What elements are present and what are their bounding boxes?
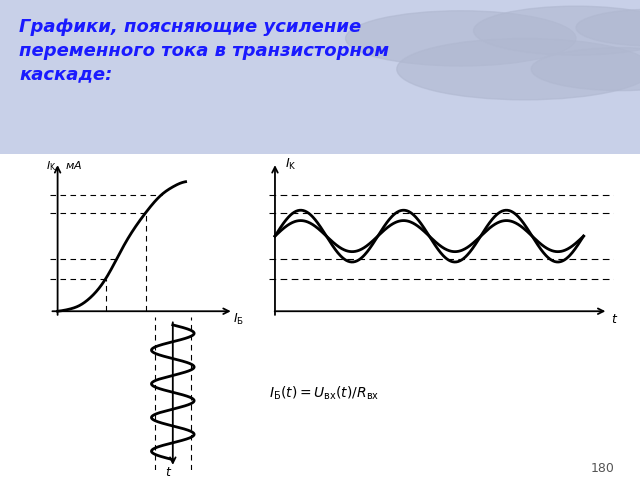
Text: $I_{\mathrm{Б}}(t) = U_{\mathrm{вх}}(t)/R_{\mathrm{вх}}$: $I_{\mathrm{Б}}(t) = U_{\mathrm{вх}}(t)/… <box>269 385 379 402</box>
Text: $I_{\mathrm{K}}$: $I_{\mathrm{K}}$ <box>285 157 296 172</box>
Circle shape <box>346 11 576 66</box>
Text: $t$: $t$ <box>165 467 173 480</box>
Text: $I_{\mathrm{Б}}$: $I_{\mathrm{Б}}$ <box>233 312 244 326</box>
Circle shape <box>474 6 640 55</box>
Text: 180: 180 <box>591 462 614 475</box>
Text: $t$: $t$ <box>611 312 618 325</box>
Circle shape <box>531 48 640 91</box>
Text: $I_{\mathrm{K}}$,  мА: $I_{\mathrm{K}}$, мА <box>47 159 83 173</box>
Circle shape <box>397 38 640 100</box>
Text: Графики, поясняющие усиление
переменного тока в транзисторном
каскаде:: Графики, поясняющие усиление переменного… <box>19 18 389 84</box>
Circle shape <box>576 9 640 46</box>
